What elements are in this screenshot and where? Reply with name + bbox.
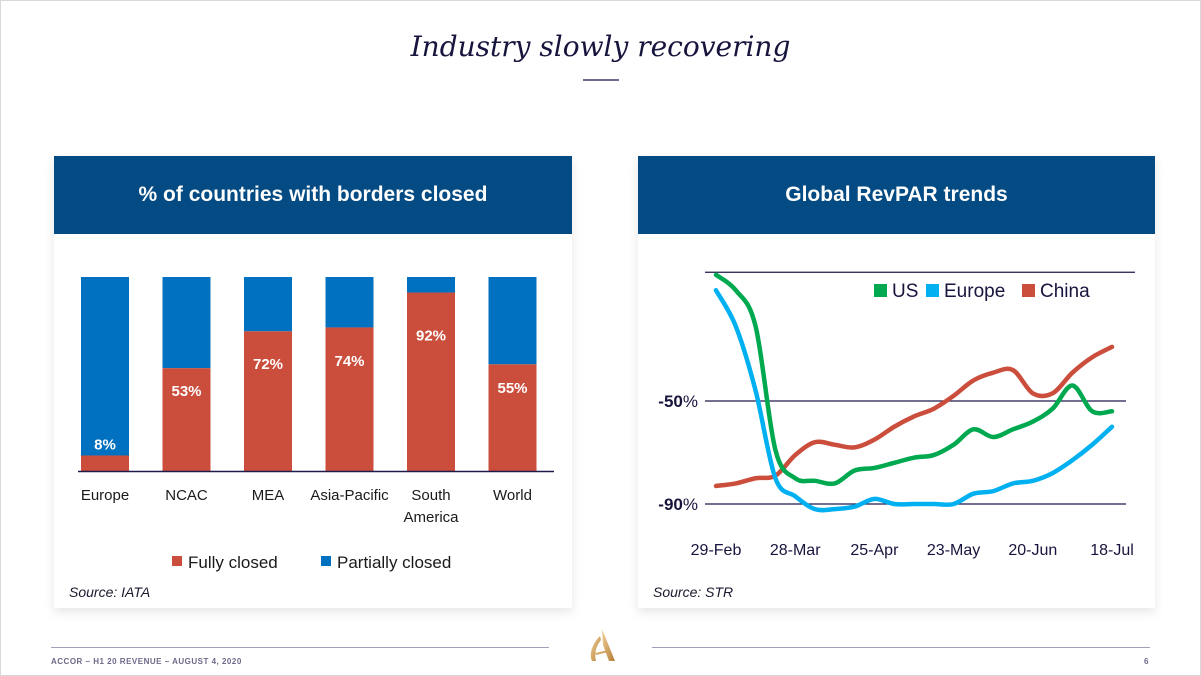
source-str: Source: STR <box>653 584 734 600</box>
line-series-us <box>713 272 1115 487</box>
x-tick-label: 29-Feb <box>691 542 742 559</box>
y-tick-number: -90 <box>658 495 683 514</box>
panel-header-borders: % of countries with borders closed <box>54 156 572 234</box>
x-tick-label: 20-Jun <box>1008 542 1057 559</box>
x-tick-label: World <box>493 487 532 504</box>
x-tick-label: South <box>411 487 450 504</box>
bar-fully-closed-1 <box>162 368 211 471</box>
bar-partially-closed-5 <box>488 277 537 365</box>
x-tick-label: 23-May <box>927 542 980 559</box>
bar-value-label: 53% <box>171 383 201 400</box>
bar-fully-closed-5 <box>488 364 537 471</box>
bar-value-label: 8% <box>94 436 116 453</box>
y-tick-label: -90% <box>658 495 698 514</box>
legend-label-europe: Europe <box>944 281 1005 302</box>
x-tick-label: Europe <box>81 487 129 504</box>
footer-rule-left <box>51 647 549 648</box>
x-tick-label: America <box>403 509 459 526</box>
y-tick-suffix: % <box>683 495 698 514</box>
bar-fully-closed-2 <box>244 331 292 471</box>
panel-header-revpar: Global RevPAR trends <box>638 156 1155 234</box>
y-tick-suffix: % <box>683 392 698 411</box>
bar-value-label: 92% <box>416 328 446 345</box>
legend-swatch-fully-closed <box>172 556 182 566</box>
bar-partially-closed-1 <box>162 277 211 369</box>
revpar-chart: -50%-90%29-Feb 28-Mar 25-Apr 23-May 20-Jun 18… <box>658 271 1135 559</box>
borders-closed-chart: 8% Europe 53% NCAC 72% MEA 74% Asia-Pacific 92% S… <box>78 277 554 572</box>
bar-partially-closed-3 <box>325 277 374 328</box>
legend-swatch-us <box>874 284 887 297</box>
source-iata: Source: IATA <box>69 584 151 600</box>
footer-text: ACCOR – H1 20 REVENUE – AUGUST 4, 2020 <box>51 657 242 666</box>
line-series-china <box>713 344 1115 489</box>
borders-closed-panel: % of countries with borders closed 8% Eur… <box>54 156 572 608</box>
bar-fully-closed-3 <box>325 327 374 471</box>
legend-swatch-europe <box>926 284 939 297</box>
bar-value-label: 55% <box>497 380 527 397</box>
footer-rule-right <box>652 647 1150 648</box>
bar-fully-closed-0 <box>81 455 129 471</box>
x-tick-label: Asia-Pacific <box>310 487 389 504</box>
accor-logo-icon <box>590 629 615 661</box>
y-tick-label: -50% <box>658 392 698 411</box>
title-underline <box>583 79 619 81</box>
bar-partially-closed-2 <box>244 277 292 332</box>
bar-value-label: 74% <box>334 353 364 370</box>
legend-swatch-china <box>1022 284 1035 297</box>
legend-label-china: China <box>1040 281 1090 302</box>
slide-title: Industry slowly recovering <box>410 30 791 63</box>
revpar-panel: Global RevPAR trends -50% -90% 29-Feb 28-Ma… <box>638 156 1155 608</box>
y-tick-number: -50 <box>658 392 683 411</box>
legend-swatch-partially-closed <box>321 556 331 566</box>
x-tick-label: NCAC <box>165 487 208 504</box>
bar-value-label: 72% <box>253 356 283 373</box>
bar-partially-closed-0 <box>81 277 129 456</box>
x-tick-label: 25-Apr <box>850 542 899 559</box>
x-tick-label: MEA <box>252 487 285 504</box>
legend-label-partially-closed: Partially closed <box>337 553 451 572</box>
x-tick-label: 18-Jul <box>1090 542 1134 559</box>
legend-label-fully-closed: Fully closed <box>188 553 278 572</box>
line-series-europe <box>713 288 1115 513</box>
x-tick-label: 28-Mar <box>770 542 821 559</box>
bar-fully-closed-4 <box>407 292 455 471</box>
legend-label-us: US <box>892 281 918 302</box>
page-number: 6 <box>1144 657 1149 666</box>
bar-partially-closed-4 <box>407 277 455 293</box>
